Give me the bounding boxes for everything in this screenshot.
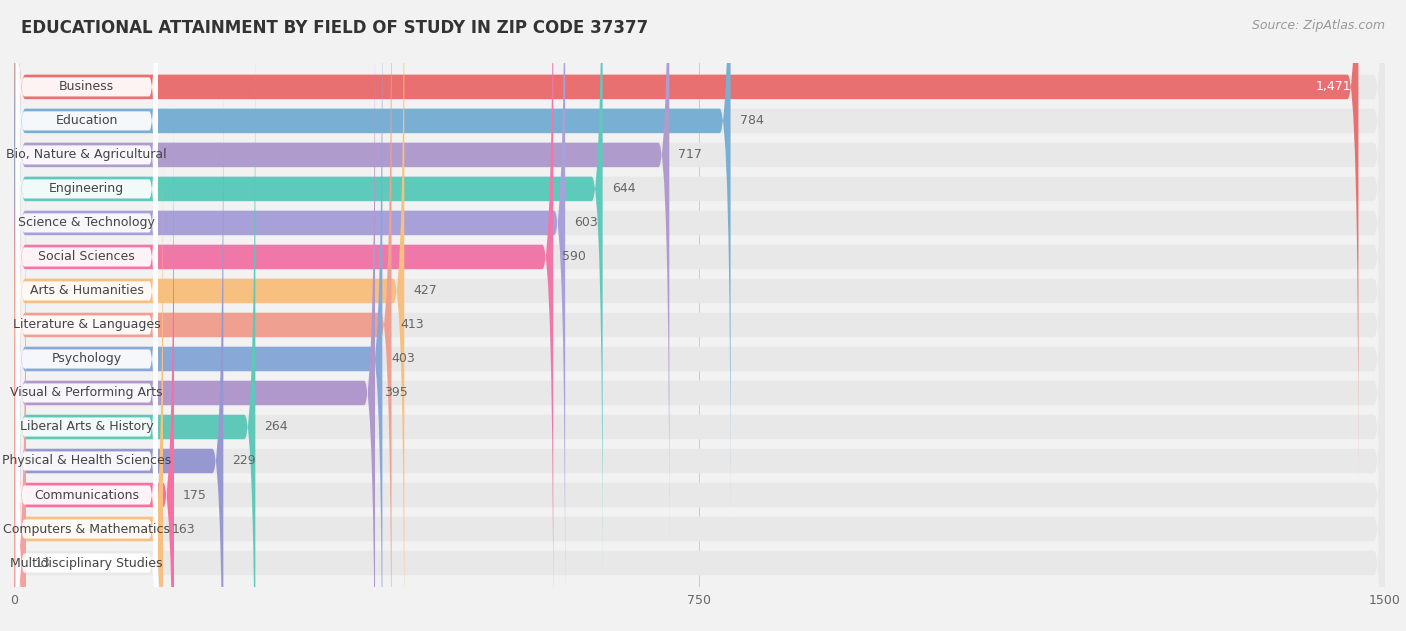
Text: Visual & Performing Arts: Visual & Performing Arts	[10, 386, 163, 399]
FancyBboxPatch shape	[15, 0, 157, 451]
Text: 590: 590	[562, 251, 586, 264]
FancyBboxPatch shape	[15, 0, 157, 587]
Text: 413: 413	[401, 319, 425, 331]
FancyBboxPatch shape	[15, 0, 157, 485]
Text: Business: Business	[59, 80, 114, 93]
Text: 163: 163	[172, 522, 195, 536]
Text: 395: 395	[384, 386, 408, 399]
Text: Bio, Nature & Agricultural: Bio, Nature & Agricultural	[7, 148, 167, 162]
Text: Education: Education	[55, 114, 118, 127]
Text: Engineering: Engineering	[49, 182, 124, 196]
FancyBboxPatch shape	[14, 0, 1385, 551]
FancyBboxPatch shape	[14, 65, 1385, 631]
Text: 717: 717	[679, 148, 703, 162]
Text: Science & Technology: Science & Technology	[18, 216, 155, 230]
FancyBboxPatch shape	[15, 0, 157, 418]
Text: 264: 264	[264, 420, 288, 433]
FancyBboxPatch shape	[14, 65, 224, 631]
FancyBboxPatch shape	[14, 0, 405, 631]
FancyBboxPatch shape	[14, 0, 375, 631]
FancyBboxPatch shape	[14, 133, 1385, 631]
Text: 644: 644	[612, 182, 636, 196]
FancyBboxPatch shape	[14, 31, 1385, 631]
FancyBboxPatch shape	[15, 266, 157, 631]
Text: Liberal Arts & History: Liberal Arts & History	[20, 420, 153, 433]
FancyBboxPatch shape	[14, 0, 1385, 517]
Text: Literature & Languages: Literature & Languages	[13, 319, 160, 331]
FancyBboxPatch shape	[14, 0, 1358, 483]
FancyBboxPatch shape	[15, 97, 157, 631]
Text: EDUCATIONAL ATTAINMENT BY FIELD OF STUDY IN ZIP CODE 37377: EDUCATIONAL ATTAINMENT BY FIELD OF STUDY…	[21, 19, 648, 37]
Text: Computers & Mathematics: Computers & Mathematics	[3, 522, 170, 536]
Text: Psychology: Psychology	[52, 353, 122, 365]
FancyBboxPatch shape	[14, 99, 1385, 631]
FancyBboxPatch shape	[14, 0, 1385, 631]
FancyBboxPatch shape	[14, 0, 1385, 619]
Text: Source: ZipAtlas.com: Source: ZipAtlas.com	[1251, 19, 1385, 32]
FancyBboxPatch shape	[14, 0, 603, 585]
FancyBboxPatch shape	[14, 0, 1385, 631]
FancyBboxPatch shape	[14, 31, 256, 631]
FancyBboxPatch shape	[14, 167, 1385, 631]
FancyBboxPatch shape	[14, 0, 382, 631]
Text: 1,471: 1,471	[1316, 80, 1351, 93]
Text: 175: 175	[183, 488, 207, 502]
FancyBboxPatch shape	[15, 28, 157, 622]
Text: 229: 229	[232, 454, 256, 468]
FancyBboxPatch shape	[14, 167, 25, 631]
FancyBboxPatch shape	[14, 0, 565, 619]
Text: 403: 403	[391, 353, 415, 365]
FancyBboxPatch shape	[15, 62, 157, 631]
Text: 603: 603	[574, 216, 598, 230]
FancyBboxPatch shape	[15, 0, 157, 553]
FancyBboxPatch shape	[15, 0, 157, 384]
FancyBboxPatch shape	[15, 232, 157, 631]
FancyBboxPatch shape	[14, 0, 391, 631]
Text: Arts & Humanities: Arts & Humanities	[30, 285, 143, 297]
FancyBboxPatch shape	[14, 0, 669, 551]
Text: Physical & Health Sciences: Physical & Health Sciences	[1, 454, 172, 468]
Text: Social Sciences: Social Sciences	[38, 251, 135, 264]
FancyBboxPatch shape	[15, 131, 157, 631]
Text: Multidisciplinary Studies: Multidisciplinary Studies	[10, 557, 163, 570]
FancyBboxPatch shape	[15, 199, 157, 631]
Text: Communications: Communications	[34, 488, 139, 502]
Text: 784: 784	[740, 114, 763, 127]
FancyBboxPatch shape	[15, 165, 157, 631]
FancyBboxPatch shape	[14, 0, 1385, 631]
FancyBboxPatch shape	[14, 0, 554, 631]
FancyBboxPatch shape	[14, 0, 1385, 631]
Text: 13: 13	[35, 557, 51, 570]
FancyBboxPatch shape	[15, 0, 157, 519]
Text: 427: 427	[413, 285, 437, 297]
FancyBboxPatch shape	[14, 99, 174, 631]
FancyBboxPatch shape	[14, 0, 1385, 585]
FancyBboxPatch shape	[14, 0, 1385, 631]
FancyBboxPatch shape	[14, 0, 731, 517]
FancyBboxPatch shape	[14, 0, 1385, 483]
FancyBboxPatch shape	[14, 133, 163, 631]
